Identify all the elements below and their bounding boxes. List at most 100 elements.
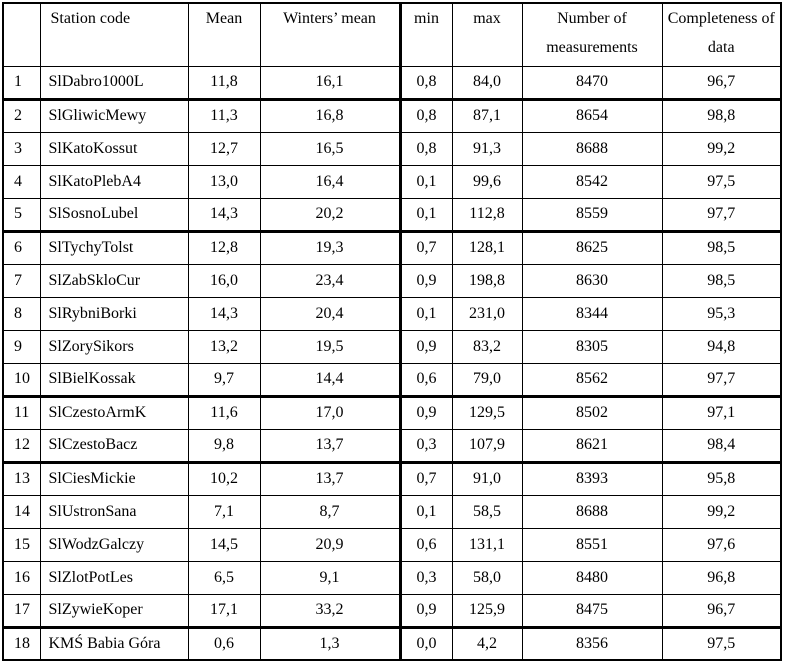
cell-min: 0,1 [398,494,453,529]
cell-max: 125,9 [451,593,523,629]
cell-station-code: SlZlotPotLes [39,560,189,595]
cell-mean: 14,3 [187,197,261,233]
cell-min: 0,8 [398,65,453,101]
cell-min: 0,8 [398,98,453,133]
cell-completeness: 96,8 [661,560,782,595]
cell-max: 107,9 [451,428,523,464]
cell-completeness: 97,6 [661,527,782,562]
cell-number-of-measurements: 8470 [521,65,663,101]
cell-row-number: 7 [2,263,41,298]
cell-min: 0,3 [398,560,453,595]
col-header-index [2,2,41,67]
cell-station-code: SlRybniBorki [39,296,189,331]
cell-max: 91,3 [451,131,523,166]
cell-completeness: 97,5 [661,626,782,661]
cell-number-of-measurements: 8625 [521,230,663,265]
cell-winters-mean: 16,8 [259,98,401,133]
cell-winters-mean: 9,1 [259,560,401,595]
cell-max: 87,1 [451,98,523,133]
cell-station-code: SlKatoKossut [39,131,189,166]
cell-min: 0,7 [398,461,453,496]
cell-min: 0,9 [398,329,453,364]
cell-completeness: 98,4 [661,428,782,464]
cell-winters-mean: 1,3 [259,626,401,661]
cell-winters-mean: 20,4 [259,296,401,331]
cell-number-of-measurements: 8502 [521,395,663,430]
cell-max: 58,5 [451,494,523,529]
cell-number-of-measurements: 8393 [521,461,663,496]
cell-max: 128,1 [451,230,523,265]
cell-winters-mean: 13,7 [259,428,401,464]
col-header-min: min [398,2,453,67]
cell-number-of-measurements: 8305 [521,329,663,364]
cell-completeness: 97,7 [661,197,782,233]
cell-mean: 14,5 [187,527,261,562]
cell-completeness: 94,8 [661,329,782,364]
cell-completeness: 97,5 [661,164,782,199]
cell-mean: 9,7 [187,362,261,398]
cell-row-number: 15 [2,527,41,562]
cell-station-code: SlZorySikors [39,329,189,364]
cell-completeness: 98,5 [661,230,782,265]
cell-max: 91,0 [451,461,523,496]
cell-min: 0,1 [398,164,453,199]
col-header-completeness-of-data: Completeness of data [661,2,782,67]
table-row: 4 SlKatoPlebA4 13,0 16,4 0,1 99,6 8542 9… [2,164,782,199]
table-row: 12 SlCzestoBacz 9,8 13,7 0,3 107,9 8621 … [2,428,782,464]
cell-row-number: 13 [2,461,41,496]
cell-mean: 6,5 [187,560,261,595]
table-row: 5 SlSosnoLubel 14,3 20,2 0,1 112,8 8559 … [2,197,782,233]
cell-station-code: SlSosnoLubel [39,197,189,233]
cell-mean: 0,6 [187,626,261,661]
cell-max: 99,6 [451,164,523,199]
cell-number-of-measurements: 8559 [521,197,663,233]
cell-number-of-measurements: 8621 [521,428,663,464]
table-row: 7 SlZabSkloCur 16,0 23,4 0,9 198,8 8630 … [2,263,782,298]
cell-number-of-measurements: 8562 [521,362,663,398]
cell-max: 83,2 [451,329,523,364]
cell-max: 131,1 [451,527,523,562]
cell-number-of-measurements: 8542 [521,164,663,199]
cell-row-number: 8 [2,296,41,331]
col-header-max: max [451,2,523,67]
cell-max: 58,0 [451,560,523,595]
cell-row-number: 11 [2,395,41,430]
cell-number-of-measurements: 8688 [521,131,663,166]
table-row: 8 SlRybniBorki 14,3 20,4 0,1 231,0 8344 … [2,296,782,331]
cell-max: 198,8 [451,263,523,298]
cell-station-code: SlGliwicMewy [39,98,189,133]
cell-mean: 9,8 [187,428,261,464]
col-header-mean: Mean [187,2,261,67]
table-row: 10 SlBielKossak 9,7 14,4 0,6 79,0 8562 9… [2,362,782,398]
cell-max: 129,5 [451,395,523,430]
cell-winters-mean: 23,4 [259,263,401,298]
cell-winters-mean: 16,5 [259,131,401,166]
cell-winters-mean: 8,7 [259,494,401,529]
cell-min: 0,6 [398,362,453,398]
cell-max: 231,0 [451,296,523,331]
cell-row-number: 4 [2,164,41,199]
cell-completeness: 96,7 [661,65,782,101]
table-row: 3 SlKatoKossut 12,7 16,5 0,8 91,3 8688 9… [2,131,782,166]
cell-mean: 13,0 [187,164,261,199]
cell-number-of-measurements: 8551 [521,527,663,562]
cell-row-number: 2 [2,98,41,133]
cell-winters-mean: 19,5 [259,329,401,364]
cell-completeness: 96,7 [661,593,782,629]
table-row: 16 SlZlotPotLes 6,5 9,1 0,3 58,0 8480 96… [2,560,782,595]
cell-station-code: SlCzestoArmK [39,395,189,430]
table-row: 2 SlGliwicMewy 11,3 16,8 0,8 87,1 8654 9… [2,98,782,133]
cell-station-code: SlCiesMickie [39,461,189,496]
cell-completeness: 99,2 [661,131,782,166]
cell-station-code: SlDabro1000L [39,65,189,101]
cell-row-number: 5 [2,197,41,233]
cell-number-of-measurements: 8480 [521,560,663,595]
cell-max: 79,0 [451,362,523,398]
table-row: 17 SlZywieKoper 17,1 33,2 0,9 125,9 8475… [2,593,782,629]
table-row: 1 SlDabro1000L 11,8 16,1 0,8 84,0 8470 9… [2,65,782,101]
cell-max: 84,0 [451,65,523,101]
cell-mean: 11,8 [187,65,261,101]
cell-winters-mean: 14,4 [259,362,401,398]
cell-min: 0,9 [398,263,453,298]
